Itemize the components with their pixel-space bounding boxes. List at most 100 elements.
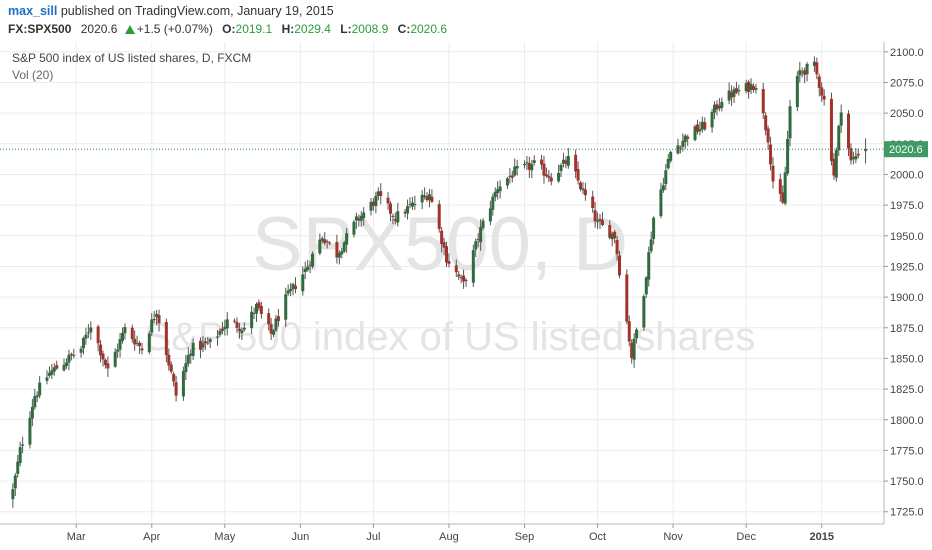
candle-body	[849, 148, 853, 161]
candle-body	[600, 219, 604, 225]
candle	[732, 86, 736, 103]
high-label: H:	[281, 22, 295, 36]
candle	[325, 239, 329, 249]
candle	[181, 366, 185, 401]
candle	[561, 152, 565, 168]
candle-body	[530, 164, 534, 171]
candle-body	[425, 196, 429, 201]
candle	[581, 181, 585, 195]
candle	[291, 282, 295, 296]
candle	[303, 261, 307, 279]
candle	[754, 83, 758, 94]
candle-body	[771, 165, 775, 182]
candle-body	[99, 344, 103, 356]
candle	[730, 85, 734, 106]
candle-body	[311, 253, 315, 267]
candle-body	[133, 338, 137, 345]
time-tick-label: Apr	[143, 531, 160, 543]
candle-body	[303, 268, 307, 273]
candle	[488, 200, 492, 226]
candle-body	[532, 160, 536, 164]
candle-body	[21, 444, 25, 446]
price-axis[interactable]: 1725.0 1750.0 1775.0 1800.0 1825.0 1850.0 1875…	[884, 47, 924, 519]
last-price-badge	[884, 141, 928, 158]
candle-body	[50, 370, 54, 375]
candle-body	[822, 95, 826, 100]
price-chart[interactable]: SPX500, D S&P 500 index of US listed sha…	[0, 42, 932, 550]
candle-body	[259, 306, 263, 315]
candle	[203, 337, 207, 351]
candle-body	[817, 76, 821, 88]
candle	[522, 160, 526, 169]
candle-body	[669, 151, 673, 161]
candle-body	[783, 172, 787, 204]
candle-body	[781, 192, 785, 203]
candle	[174, 375, 178, 402]
candle	[800, 67, 804, 78]
candle-body	[289, 288, 293, 292]
candle-body	[169, 364, 173, 372]
candle-body	[276, 316, 280, 322]
open-label: O:	[222, 22, 236, 36]
candle-body	[805, 63, 809, 75]
candle	[357, 214, 361, 227]
candle-body	[445, 246, 449, 263]
candle-body	[284, 294, 288, 320]
candle	[630, 339, 634, 364]
price-tick-label: 2050.0	[890, 108, 924, 120]
candle-body	[832, 158, 836, 176]
candle	[11, 483, 15, 508]
candle-body	[730, 92, 734, 98]
plot-area[interactable]	[0, 42, 884, 524]
candle	[454, 259, 458, 278]
candle	[462, 269, 466, 289]
candle	[583, 182, 587, 201]
candle	[627, 315, 631, 347]
candle	[352, 220, 356, 238]
author-link[interactable]: max_sill	[8, 4, 58, 18]
candle	[544, 167, 548, 178]
candle-body	[561, 159, 565, 164]
open-value: 2019.1	[235, 22, 273, 36]
candle	[408, 197, 412, 209]
candle	[525, 155, 529, 170]
candle	[223, 319, 227, 336]
published-text: published on TradingView.com, January 19…	[60, 4, 334, 18]
candle	[798, 61, 802, 83]
candle	[33, 388, 37, 410]
candle	[101, 350, 105, 367]
candle	[206, 337, 210, 346]
candle	[820, 82, 824, 102]
candle	[698, 121, 702, 136]
candle-body	[33, 396, 37, 408]
candle	[678, 145, 682, 154]
candle-body	[440, 230, 444, 245]
up-arrow-icon	[124, 25, 135, 34]
price-tick-label: 2100.0	[890, 47, 924, 59]
candle	[172, 371, 176, 387]
candle	[542, 155, 546, 184]
candle	[479, 219, 483, 251]
candle	[118, 332, 122, 358]
candle-body	[491, 196, 495, 210]
candle-body	[269, 324, 273, 334]
candle-body	[559, 164, 563, 172]
candle	[47, 366, 51, 378]
volume-legend[interactable]: Vol (20)	[12, 68, 54, 82]
candle-body	[608, 225, 612, 238]
candle-body	[220, 328, 224, 331]
candle	[803, 67, 807, 84]
candle	[493, 187, 497, 202]
chart-header: max_sill published on TradingView.com, J…	[0, 0, 932, 42]
candle	[198, 337, 202, 359]
candle	[559, 162, 563, 177]
symbol-label[interactable]: FX:SPX500	[8, 22, 72, 36]
candle-body	[423, 195, 427, 198]
candle-body	[505, 178, 509, 186]
candle	[727, 82, 731, 105]
price-tick-label: 1950.0	[890, 231, 924, 243]
time-axis[interactable]: Mar Apr May Jun Jul Aug Sep Oct Nov Dec 2015	[67, 524, 834, 543]
candle-body	[686, 136, 690, 139]
candle	[625, 269, 629, 325]
series-legend[interactable]: S&P 500 index of US listed shares, D, FX…	[12, 51, 252, 65]
